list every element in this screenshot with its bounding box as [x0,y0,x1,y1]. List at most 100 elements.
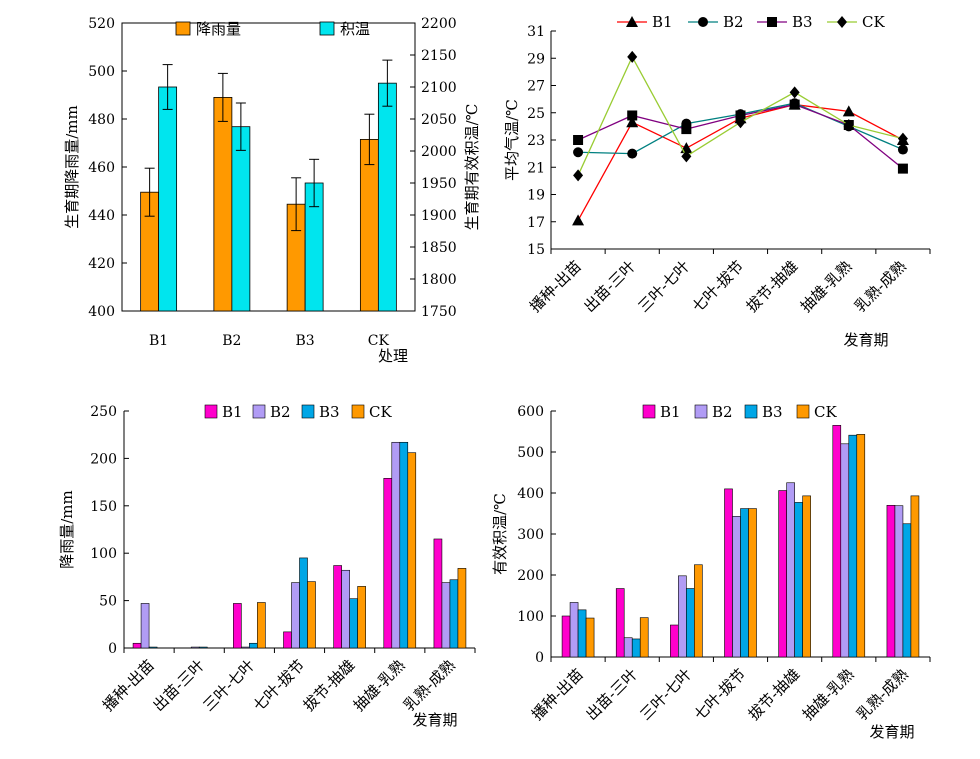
point-CK [789,86,800,99]
x-tick-label: 拔节-抽雄 [300,656,359,715]
x-tick-label: 抽雄-乳熟 [797,257,856,316]
bar-积温 [377,82,397,312]
bar-CK [694,564,703,658]
y-tick-label: 460 [88,160,115,176]
point-B3 [573,135,584,145]
bar-B3 [902,523,912,658]
bar-B3 [148,646,158,649]
y-tick-label: 29 [527,51,545,67]
y-axis-label: 平均气温/℃ [503,99,521,181]
bar-B3 [249,642,258,649]
y2-tick-label: 2200 [421,16,457,32]
y-axis-label: 有效积温/℃ [491,493,509,575]
bar-CK [748,508,757,658]
x-tick-label: 七叶-拔节 [250,656,309,715]
x-tick-label: 拔节-抽雄 [743,257,802,316]
bar-B1 [724,488,733,658]
bar-CK [856,434,866,658]
legend-label: B1 [222,403,243,421]
bar-B3 [299,557,308,649]
bar-B2 [569,602,579,658]
point-B1 [572,214,585,226]
bar-CK [639,617,649,658]
y-tick-label: 23 [527,133,545,149]
y-tick-label: 600 [517,404,544,420]
x-tick-label: 三叶-七叶 [636,665,695,724]
legend-swatch [204,404,218,419]
point-CK [573,169,584,182]
point-B2 [573,147,584,158]
bar-CK [910,495,920,658]
y-tick-label: 25 [527,106,545,122]
x-tick-label: 七叶-拔节 [689,257,748,316]
x-tick-label: 抽雄-乳熟 [799,665,858,724]
legend-label: B1 [652,13,673,31]
bar-CK [457,568,467,649]
x-tick-label: 播种-出苗 [526,257,585,316]
x-axis-label: 发育期 [843,331,888,349]
y2-tick-label: 1750 [421,304,457,320]
legend-swatch [694,404,708,419]
y2-tick-label: 1950 [421,176,457,192]
x-tick-label: CK [368,333,390,349]
x-tick-label: 抽雄-乳熟 [350,656,409,715]
x-tick-label: 三叶-七叶 [634,257,693,316]
legend-label: B1 [660,403,681,421]
bar-B1 [233,603,242,649]
y-tick-label: 17 [527,215,545,231]
y2-tick-label: 2100 [421,80,457,96]
x-tick-label: B1 [149,333,168,349]
legend-label: B3 [762,403,783,421]
bar-B2 [678,575,687,658]
legend-swatch [796,404,810,419]
bar-积温 [231,126,251,312]
legend-label: B3 [319,403,340,421]
y-tick-label: 400 [88,304,115,320]
x-tick-label: 播种-出苗 [99,656,158,715]
x-axis-label: 处理 [378,347,408,365]
bar-CK [802,495,811,658]
bar-B3 [577,609,587,658]
panel-top-left: 400 420 440 460 480 500 520 1750 1800 1850 1900 195… [63,16,481,365]
bar-CK [407,452,417,649]
y-tick-label: 400 [517,486,544,502]
bar-B3 [740,508,749,658]
bar-B2 [391,441,401,649]
bar-B2 [894,505,904,658]
bar-B3 [794,502,803,658]
x-tick-label: 出苗-三叶 [580,257,639,316]
y-axis-label: 降雨量/mm [58,490,76,569]
x-axis-label: 发育期 [869,723,914,741]
y-tick-label: 50 [99,594,117,610]
panel-top-right: 15 17 19 21 23 25 27 29 31 播种-出苗出苗-三叶三叶-七叶七叶-拔节拔节… [503,13,931,349]
bar-B1 [778,490,787,658]
y-tick-label: 520 [88,16,115,32]
point-CK [627,50,638,63]
bar-B3 [449,579,459,649]
panel-bottom-right: 0 100 200 300 400 500 600 播种-出苗出苗-三叶三叶-七叶七叶-拔节拔… [491,403,931,741]
bar-B1 [670,624,679,658]
y2-tick-label: 2050 [421,112,457,128]
legend-swatch [319,21,335,36]
point-B3 [627,110,638,121]
legend-label: B2 [723,13,744,31]
bar-CK [257,602,266,649]
x-tick-label: 乳熟-成熟 [851,257,910,316]
point-B3 [789,99,800,110]
point-B3 [897,163,908,174]
bar-B1 [433,538,443,649]
legend-swatch [252,404,266,419]
point-B1 [842,105,855,117]
y2-tick-label: 1800 [421,272,457,288]
legend-label: CK [369,403,392,421]
point-CK [897,132,908,145]
y2-tick-label: 1850 [421,240,457,256]
bar-B2 [140,603,150,649]
legend-marker [767,17,777,27]
y-tick-label: 150 [90,499,117,515]
y-tick-label: 31 [527,24,545,40]
legend-label: B3 [792,13,813,31]
y2-tick-label: 1900 [421,208,457,224]
bar-B2 [341,569,350,649]
y2-tick-label: 2150 [421,48,457,64]
